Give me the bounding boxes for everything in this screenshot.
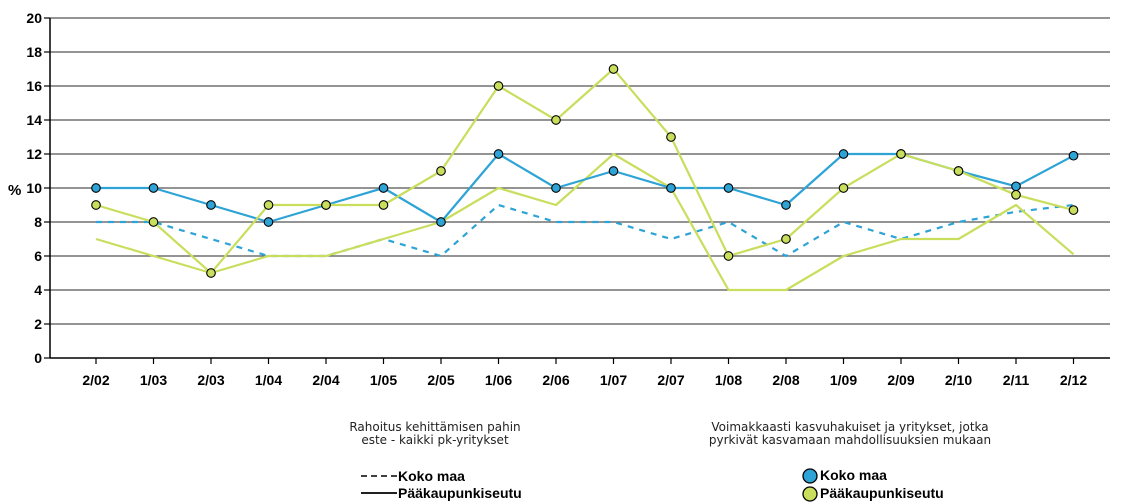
x-tick-label: 1/09 <box>830 372 857 388</box>
legend-rahoitus: Rahoitus kehittämisen pahin este - kaikk… <box>315 421 555 447</box>
data-point-koko-maa <box>436 217 446 227</box>
gridlines <box>49 17 1110 359</box>
data-point-paakaupunkiseutu <box>1068 205 1079 215</box>
y-tick-label: 0 <box>34 350 42 366</box>
data-point-paakaupunkiseutu <box>608 64 619 74</box>
data-point-paakaupunkiseutu <box>321 200 331 210</box>
legend-kasvu-paakaupunkiseutu-label: Pääkaupunkiseutu <box>820 485 944 501</box>
data-point-paakaupunkiseutu <box>723 251 734 261</box>
y-tick-label: 4 <box>34 282 42 298</box>
y-tick-label: 12 <box>26 146 42 162</box>
data-point-paakaupunkiseutu <box>1011 189 1021 200</box>
y-tick-label: 16 <box>26 78 42 94</box>
data-point-paakaupunkiseutu <box>436 166 446 176</box>
series-lines <box>95 67 1075 292</box>
data-point-koko-maa <box>91 183 101 193</box>
y-tick-label: 10 <box>26 180 42 196</box>
y-tick-label: 14 <box>26 112 42 128</box>
x-tick-label: 2/04 <box>312 372 339 388</box>
data-point-paakaupunkiseutu <box>838 183 849 193</box>
data-point-paakaupunkiseutu <box>206 268 216 278</box>
data-point-paakaupunkiseutu <box>551 115 561 125</box>
data-point-paakaupunkiseutu <box>781 234 791 244</box>
line-chart: 0 2 4 6 8 10 12 14 16 18 20 % 2/02 1/03 2/03 1/04 2/04… <box>8 10 1110 388</box>
x-tick-label: 2/06 <box>542 372 569 388</box>
blue-circle-swatch <box>802 468 818 484</box>
x-tick-label: 1/08 <box>715 372 742 388</box>
x-tick-label: 2/09 <box>887 372 914 388</box>
series-line-kasvuhakuiset-paakaupunkiseutu <box>95 67 1074 275</box>
data-point-paakaupunkiseutu <box>896 149 906 159</box>
legend-kasvu-koko-maa-label: Koko maa <box>820 467 887 483</box>
x-tick-label: 2/11 <box>1003 372 1030 388</box>
data-point-koko-maa <box>1068 150 1079 161</box>
data-point-paakaupunkiseutu <box>493 81 504 91</box>
x-axis-ticks: 2/02 1/03 2/03 1/04 2/04 1/05 2/05 1/06 2/06 1/07… <box>82 358 1087 388</box>
x-tick-label: 1/05 <box>370 372 397 388</box>
legend-kasvu-koko-maa: Koko maa <box>802 467 1002 485</box>
data-point-koko-maa <box>723 183 734 193</box>
y-tick-label: 20 <box>26 10 42 26</box>
x-tick-label: 2/08 <box>772 372 799 388</box>
x-tick-label: 2/03 <box>197 372 224 388</box>
y-axis-ticks: 0 2 4 6 8 10 12 14 16 18 20 <box>26 10 50 366</box>
x-tick-label: 1/07 <box>600 372 627 388</box>
y-tick-label: 6 <box>34 248 42 264</box>
legend-rahoitus-title-1: Rahoitus kehittämisen pahin <box>349 420 521 434</box>
data-point-paakaupunkiseutu <box>953 166 964 176</box>
legend-rahoitus-title-2: este - kaikki pk-yritykset <box>361 433 509 447</box>
x-tick-label: 1/06 <box>485 372 512 388</box>
legend-rahoitus-paakaupunkiseutu-label: Pääkaupunkiseutu <box>398 485 522 501</box>
data-point-koko-maa <box>838 149 849 159</box>
legend-rahoitus-koko-maa: Koko maa <box>360 468 560 486</box>
data-point-paakaupunkiseutu <box>378 200 389 210</box>
x-tick-label: 2/10 <box>945 372 972 388</box>
solid-line-swatch <box>361 492 397 494</box>
data-point-koko-maa <box>666 183 676 193</box>
data-point-koko-maa <box>206 200 216 210</box>
series-line-rahoitus-koko-maa <box>96 203 1074 258</box>
legend-rahoitus-paakaupunkiseutu: Pääkaupunkiseutu <box>360 485 580 503</box>
x-tick-label: 2/05 <box>427 372 454 388</box>
legend-kasvu-title-2: pyrkivät kasvamaan mahdollisuuksien muka… <box>708 433 992 447</box>
data-point-koko-maa <box>148 183 159 193</box>
data-point-koko-maa <box>263 217 274 227</box>
y-tick-label: 18 <box>26 44 42 60</box>
series-markers <box>91 64 1079 278</box>
data-point-paakaupunkiseutu <box>263 200 274 210</box>
data-point-koko-maa <box>378 183 389 193</box>
y-axis-label: % <box>8 182 21 199</box>
legend-kasvuhakuiset: Voimakkaasti kasvuhakuiset ja yritykset,… <box>700 421 1000 447</box>
data-point-koko-maa <box>551 183 561 193</box>
data-point-paakaupunkiseutu <box>91 200 101 210</box>
dashed-line-swatch <box>361 475 397 477</box>
data-point-koko-maa <box>781 200 791 210</box>
y-tick-label: 8 <box>34 214 42 230</box>
data-point-koko-maa <box>608 166 619 176</box>
x-tick-label: 2/12 <box>1060 372 1087 388</box>
legend-kasvu-paakaupunkiseutu: Pääkaupunkiseutu <box>802 485 1022 503</box>
x-tick-label: 2/07 <box>657 372 684 388</box>
data-point-koko-maa <box>493 149 504 159</box>
x-tick-label: 1/04 <box>255 372 282 388</box>
data-point-paakaupunkiseutu <box>148 217 159 227</box>
x-tick-label: 2/02 <box>82 372 109 388</box>
legend-rahoitus-koko-maa-label: Koko maa <box>398 468 465 484</box>
data-point-paakaupunkiseutu <box>666 132 676 142</box>
green-circle-swatch <box>802 486 818 502</box>
legend-kasvu-title-1: Voimakkaasti kasvuhakuiset ja yritykset,… <box>711 420 989 434</box>
x-tick-label: 1/03 <box>140 372 167 388</box>
data-point-koko-maa <box>1011 181 1021 192</box>
y-tick-label: 2 <box>34 316 42 332</box>
